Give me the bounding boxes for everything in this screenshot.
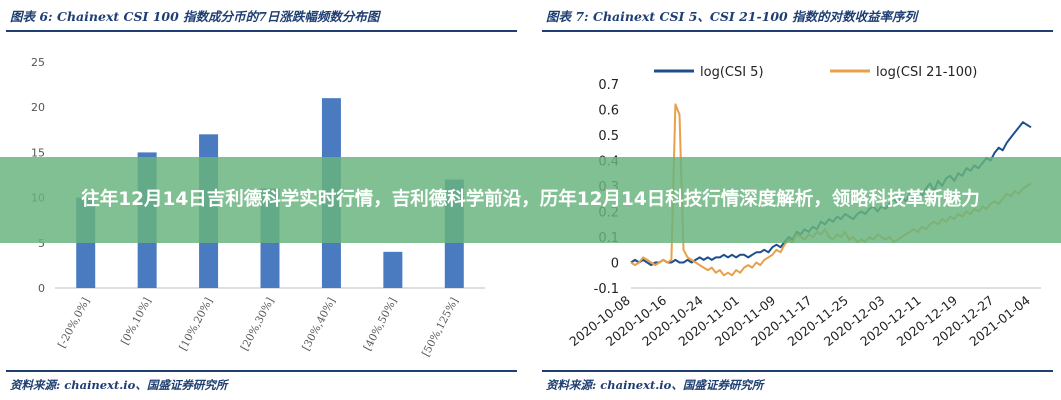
headline-text: 往年12月14日吉利德科学实时行情，吉利德科学前沿，历年12月14日科技行情深度… xyxy=(81,189,980,210)
x-tick-label: [-20%,0%] xyxy=(56,296,92,350)
left-title-rule xyxy=(6,30,517,32)
x-tick-label: [30%,40%] xyxy=(300,296,338,353)
x-tick-label: [40%,50%] xyxy=(362,296,400,353)
left-figure-title: 图表 6: Chainext CSI 100 指数成分币的7日涨跌幅频数分布图 xyxy=(10,9,380,24)
y-tick-label: 0.5 xyxy=(598,129,619,144)
y-tick-label: 0 xyxy=(38,282,45,295)
headline-banner: 往年12月14日吉利德科学实时行情，吉利德科学前沿，历年12月14日科技行情深度… xyxy=(0,157,1061,243)
legend-label: log(CSI 21-100) xyxy=(876,65,977,80)
y-tick-label: 0.6 xyxy=(598,104,619,119)
right-figure-source: 资料来源: chainext.io、国盛证券研究所 xyxy=(546,378,764,392)
right-title-rule xyxy=(542,30,1053,32)
right-source-rule xyxy=(542,370,1053,372)
y-tick-label: -0.1 xyxy=(594,282,619,297)
x-tick-label: [20%,30%] xyxy=(239,296,277,353)
legend-label: log(CSI 5) xyxy=(700,65,764,80)
x-tick-label: [50%,125%] xyxy=(420,296,461,359)
left-figure-source: 资料来源: chainext.io、国盛证券研究所 xyxy=(10,378,228,392)
bar xyxy=(383,251,403,288)
y-tick-label: 5 xyxy=(38,237,45,250)
y-tick-label: 15 xyxy=(31,146,45,159)
left-source-rule xyxy=(6,370,517,372)
right-figure-title: 图表 7: Chainext CSI 5、CSI 21-100 指数的对数收益率… xyxy=(546,9,918,24)
x-tick-label: [10%,20%] xyxy=(177,296,215,353)
x-tick-label: [0%,10%] xyxy=(119,296,154,347)
y-tick-label: 25 xyxy=(31,56,45,69)
y-tick-label: 20 xyxy=(31,101,45,114)
y-tick-label: 0 xyxy=(611,257,619,272)
y-tick-label: 0.7 xyxy=(598,78,619,93)
